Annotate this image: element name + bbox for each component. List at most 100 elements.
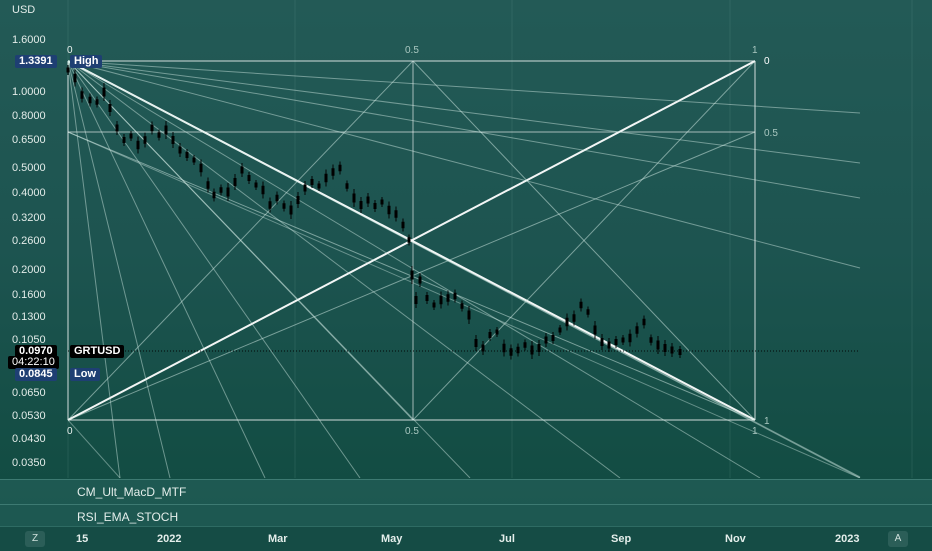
fib-label-bottom-right: 1 — [752, 426, 758, 437]
time-label: May — [381, 533, 403, 545]
price-axis-label: 0.2600 — [12, 235, 46, 247]
last-price-tag: 0.0970 — [15, 345, 57, 358]
gann-fan-line — [412, 60, 756, 421]
gann-chart[interactable]: 0 0.5 100.510 0.5 1 — [0, 0, 932, 478]
candle-body — [678, 349, 682, 355]
candle-body — [516, 346, 520, 354]
candle-body — [446, 294, 450, 302]
fib-label-right-bottom: 1 — [764, 416, 770, 427]
gann-fan-line — [67, 60, 861, 199]
candle-body — [240, 166, 244, 174]
candle-body — [66, 67, 70, 73]
price-axis-label: 0.0650 — [12, 387, 46, 399]
fib-label-right-mid: 0.5 — [764, 128, 778, 139]
gann-fan-line — [67, 131, 861, 478]
candle-body — [460, 303, 464, 309]
gann-fan-line — [67, 60, 171, 478]
candle-body — [432, 302, 436, 308]
price-axis-label: 0.1050 — [12, 334, 46, 346]
candle-body — [80, 91, 84, 99]
candle-body — [150, 124, 154, 132]
candle-body — [530, 345, 534, 355]
price-axis-label: 0.0350 — [12, 457, 46, 469]
candle-body — [565, 317, 569, 327]
candle-body — [122, 137, 126, 143]
time-label: 2023 — [835, 533, 860, 545]
candle-body — [414, 296, 418, 304]
candle-body — [289, 205, 293, 215]
candle-body — [586, 309, 590, 315]
time-label: Sep — [611, 533, 632, 545]
candle-body — [219, 187, 223, 193]
time-label: Mar — [268, 533, 288, 545]
gann-fan-line — [67, 60, 861, 114]
candle-body — [352, 193, 356, 203]
fib-label-top-left: 0 — [67, 45, 73, 56]
candle-body — [387, 205, 391, 215]
candle-body — [656, 340, 660, 350]
candle-body — [331, 168, 335, 176]
candle-body — [310, 179, 314, 185]
time-axis[interactable]: Z 15 2022 Mar May Jul Sep Nov 2023 A — [0, 526, 932, 551]
candle-body — [418, 276, 422, 284]
candle-body — [394, 210, 398, 218]
candle-body — [642, 318, 646, 326]
gann-fan-line — [67, 60, 471, 478]
price-axis-label: 0.2000 — [12, 264, 46, 276]
time-label: Jul — [499, 533, 515, 545]
candle-body — [254, 182, 258, 188]
candle-body — [579, 301, 583, 309]
chart-area[interactable]: 0 0.5 1 0 0.5 1 0 0.5 1 USD 1.6000 1.0000 0.8000 0.… — [0, 0, 932, 478]
price-axis-label: 0.8000 — [12, 110, 46, 122]
candle-body — [502, 343, 506, 353]
candle-body — [102, 87, 106, 97]
candle-body — [593, 325, 597, 335]
countdown-tag: 04:22:10 — [8, 356, 59, 369]
fib-label-bottom-mid: 0.5 — [405, 426, 419, 437]
indicator-name-rsi[interactable]: RSI_EMA_STOCH — [77, 510, 179, 524]
candle-body — [317, 183, 321, 189]
candle-body — [425, 295, 429, 301]
price-axis-label: 0.4000 — [12, 187, 46, 199]
candle-body — [401, 221, 405, 229]
price-axis-label: 0.1300 — [12, 311, 46, 323]
candle-body — [467, 310, 471, 320]
candle-body — [488, 332, 492, 338]
candle-body — [136, 140, 140, 150]
gann-fan-line — [67, 60, 861, 269]
indicator-panel-macd[interactable]: CM_Ult_MacD_MTF — [0, 479, 932, 504]
candle-body — [670, 346, 674, 354]
low-price-tag: 0.0845 — [15, 368, 57, 381]
candle-body — [73, 73, 77, 83]
candle-body — [663, 344, 667, 352]
candle-body — [108, 104, 112, 112]
candle-body — [95, 99, 99, 105]
candle-body — [551, 335, 555, 341]
candle-body — [226, 187, 230, 197]
candle-body — [164, 125, 168, 135]
candle-body — [171, 136, 175, 144]
candle-body — [635, 326, 639, 334]
candle-body — [628, 333, 632, 343]
candle-body — [233, 178, 237, 186]
candle-body — [614, 339, 618, 345]
candle-body — [282, 203, 286, 209]
gann-fan-line — [67, 60, 414, 421]
indicator-panel-rsi[interactable]: RSI_EMA_STOCH — [0, 504, 932, 529]
candle-body — [247, 175, 251, 181]
currency-label: USD — [12, 4, 36, 16]
candle-body — [373, 203, 377, 209]
auto-scale-button[interactable]: A — [888, 531, 908, 547]
candle-body — [509, 348, 513, 356]
candle-body — [268, 201, 272, 209]
price-axis-label: 1.0000 — [12, 86, 46, 98]
candle-body — [212, 191, 216, 199]
candle-body — [439, 295, 443, 305]
time-label: Nov — [725, 533, 746, 545]
candle-body — [296, 196, 300, 204]
high-price-tag: 1.3391 — [15, 55, 57, 68]
zoom-button[interactable]: Z — [25, 531, 45, 547]
indicator-name-macd[interactable]: CM_Ult_MacD_MTF — [77, 485, 187, 499]
gann-fan-line — [67, 60, 861, 478]
candle-body — [303, 184, 307, 192]
